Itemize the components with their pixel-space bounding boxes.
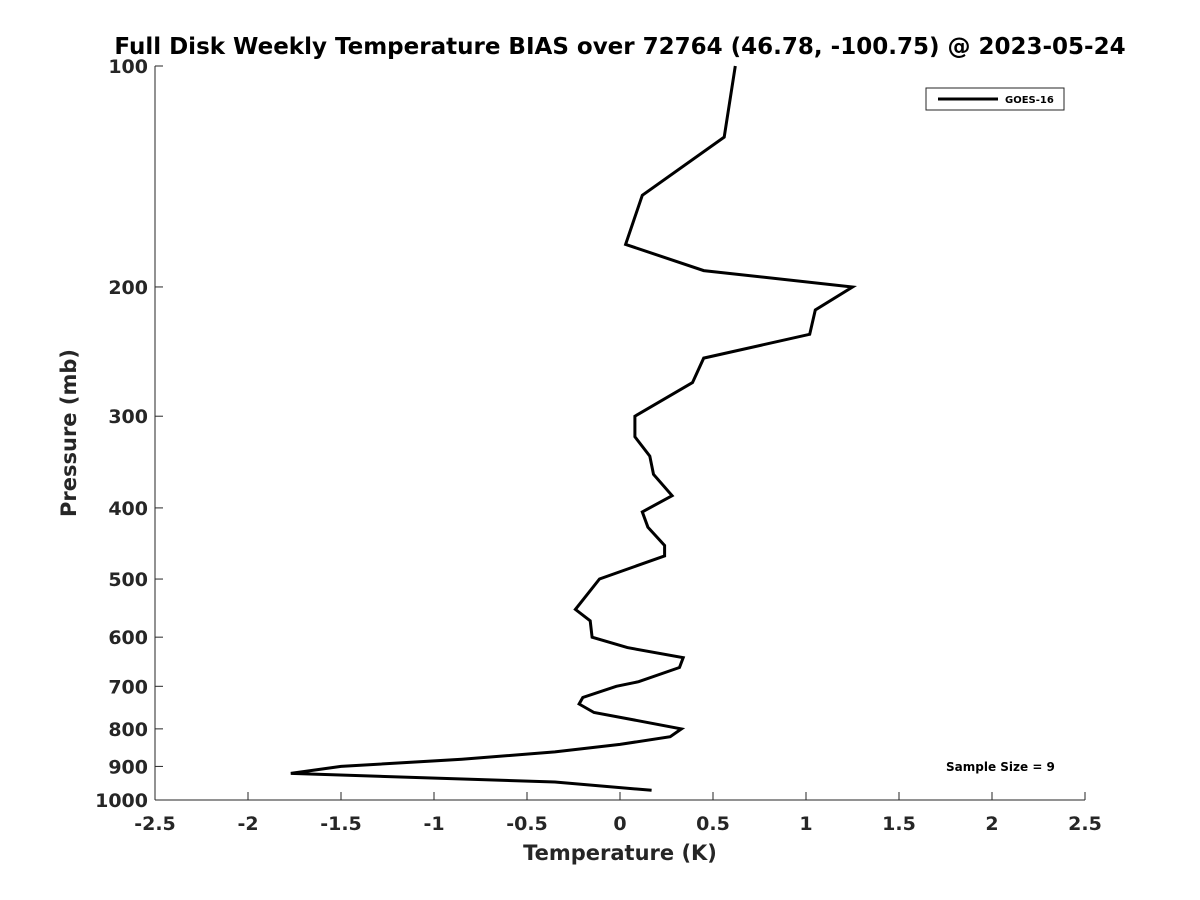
x-ticks: -2.5 -2 -1.5 -1 -0.5 0 0.5 1 1.5 2 2.5 bbox=[134, 792, 1102, 835]
y-tick-label: 600 bbox=[108, 627, 148, 649]
series-layer bbox=[290, 65, 857, 792]
y-tick-label: 1000 bbox=[95, 790, 148, 812]
y-tick-label: 200 bbox=[108, 277, 148, 299]
y-tick-label: 300 bbox=[108, 406, 148, 428]
sample-size-annotation: Sample Size = 9 bbox=[946, 760, 1055, 774]
x-tick-label: 1 bbox=[799, 813, 812, 835]
series-line-goes-16 bbox=[290, 65, 857, 792]
x-tick-label: -2.5 bbox=[134, 813, 176, 835]
y-tick-label: 500 bbox=[108, 569, 148, 591]
x-tick-label: 2.5 bbox=[1068, 813, 1102, 835]
y-tick-label: 100 bbox=[108, 56, 148, 78]
y-tick-label: 800 bbox=[108, 719, 148, 741]
x-tick-label: 0.5 bbox=[696, 813, 730, 835]
y-tick-label: 400 bbox=[108, 498, 148, 520]
x-tick-label: -1.5 bbox=[320, 813, 362, 835]
y-tick-label: 900 bbox=[108, 756, 148, 778]
x-tick-label: 1.5 bbox=[882, 813, 916, 835]
x-tick-label: 2 bbox=[985, 813, 998, 835]
x-tick-label: -0.5 bbox=[506, 813, 548, 835]
x-tick-label: -2 bbox=[237, 813, 258, 835]
y-tick-label: 700 bbox=[108, 676, 148, 698]
x-tick-label: -1 bbox=[423, 813, 444, 835]
x-tick-label: 0 bbox=[613, 813, 626, 835]
y-ticks: 100 200 300 400 500 600 700 800 900 1000 bbox=[95, 56, 163, 812]
x-axis-label: Temperature (K) bbox=[523, 841, 717, 865]
legend-label-goes-16: GOES-16 bbox=[1005, 95, 1054, 106]
legend: GOES-16 bbox=[925, 87, 1065, 111]
chart-title: Full Disk Weekly Temperature BIAS over 7… bbox=[114, 34, 1125, 60]
y-axis-label: Pressure (mb) bbox=[57, 349, 81, 517]
